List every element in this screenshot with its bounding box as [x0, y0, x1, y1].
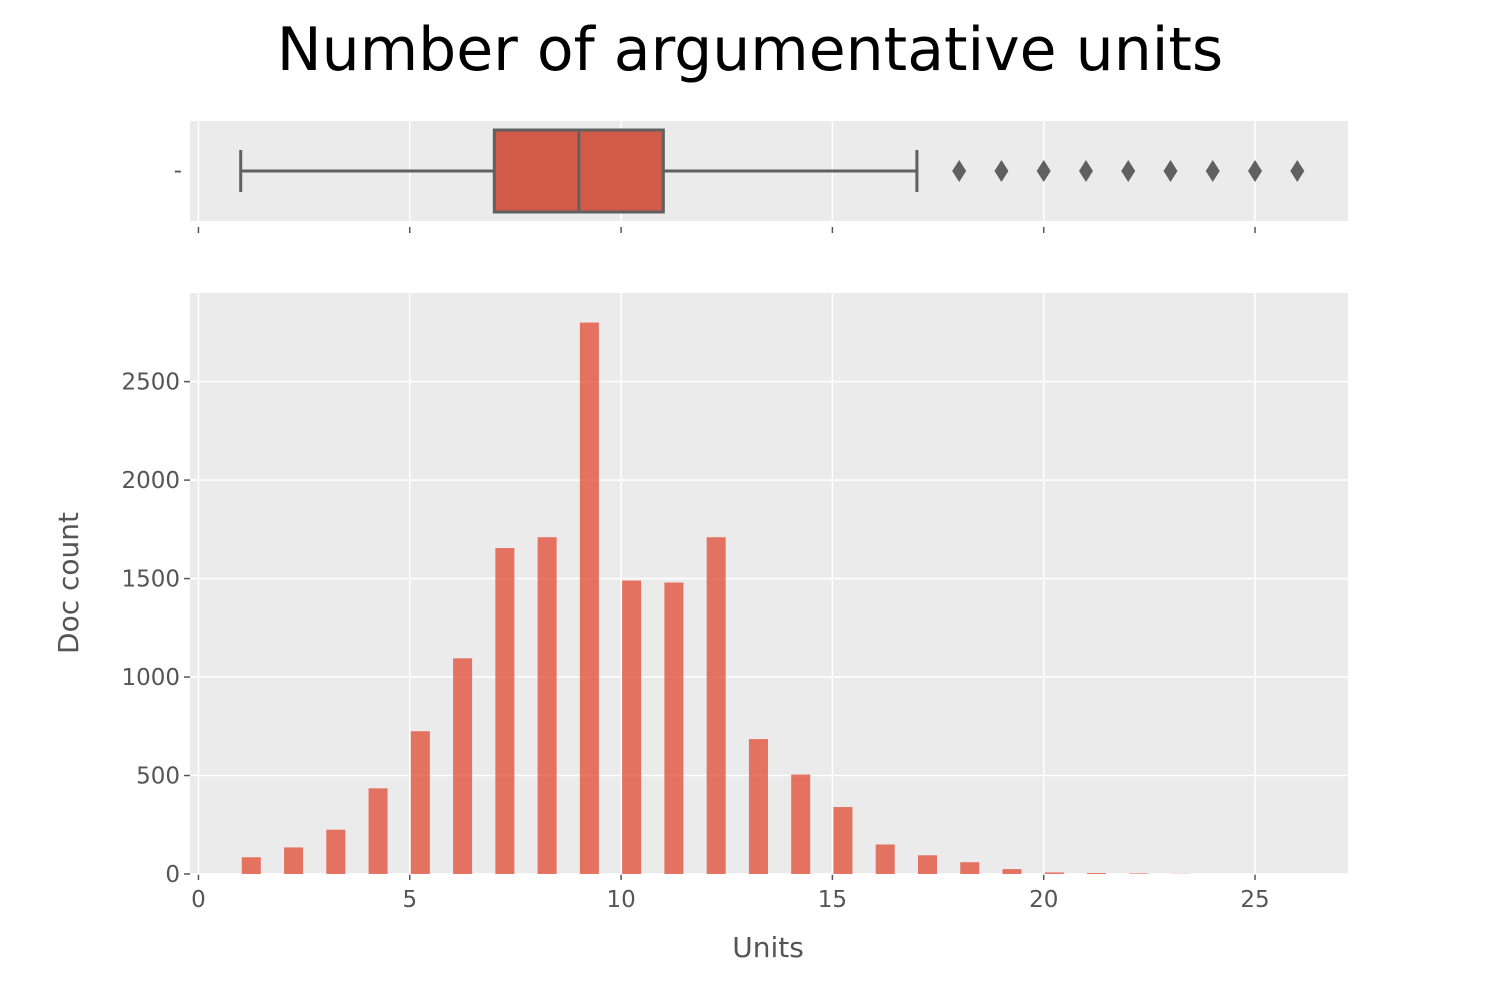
histogram-bar-0: [242, 857, 261, 874]
x-axis-label: Units: [732, 931, 804, 964]
histogram-bar-8: [580, 323, 599, 874]
histogram-xtick-label-2: 10: [606, 887, 635, 913]
histogram-xtick-label-4: 20: [1029, 887, 1058, 913]
histogram-bar-6: [495, 548, 514, 874]
histogram-bar-17: [960, 862, 979, 874]
histogram-ytick-label-2: 1000: [121, 665, 180, 691]
histogram-background: [190, 293, 1348, 874]
histogram-bar-2: [326, 830, 345, 874]
histogram-bar-13: [791, 775, 810, 874]
histogram-bar-11: [707, 537, 726, 874]
histogram-ytick-label-0: 0: [165, 862, 180, 888]
histogram-bar-18: [1003, 869, 1022, 874]
y-axis-label: Doc count: [52, 512, 85, 654]
histogram-bar-1: [284, 847, 303, 874]
boxplot-panel: -: [174, 121, 1348, 233]
histogram-bar-15: [876, 844, 895, 874]
histogram-bar-9: [622, 581, 641, 874]
chart-title: Number of argumentative units: [277, 15, 1223, 85]
histogram-bar-7: [538, 537, 557, 874]
histogram-bar-10: [664, 583, 683, 874]
histogram-bar-14: [833, 807, 852, 874]
histogram-bar-16: [918, 855, 937, 874]
histogram-ytick-label-4: 2000: [121, 468, 180, 494]
histogram-xtick-label-0: 0: [191, 887, 206, 913]
histogram-bar-19: [1045, 872, 1064, 874]
histogram-bar-12: [749, 739, 768, 874]
boxplot-ytick-label: -: [174, 158, 182, 184]
histogram-bar-3: [369, 788, 388, 874]
histogram-ytick-label-5: 2500: [121, 370, 180, 396]
histogram-bar-5: [453, 658, 472, 874]
histogram-bar-4: [411, 731, 430, 874]
histogram-ytick-label-3: 1500: [121, 567, 180, 593]
histogram-bar-21: [1129, 873, 1148, 874]
histogram-ytick-label-1: 500: [136, 764, 180, 790]
histogram-bar-20: [1087, 873, 1106, 874]
histogram-xtick-label-3: 15: [818, 887, 847, 913]
histogram-xtick-label-1: 5: [402, 887, 417, 913]
histogram-xtick-label-5: 25: [1240, 887, 1269, 913]
histogram-panel: 0 5 10 15 20 25 0 500 1000 1500 2000 2500: [121, 293, 1348, 913]
